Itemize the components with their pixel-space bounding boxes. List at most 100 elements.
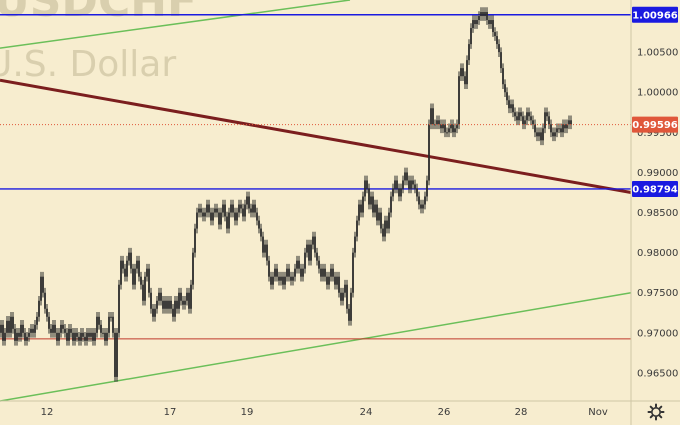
candle-body [178, 292, 180, 309]
candle-body [430, 108, 432, 125]
candle-body [70, 328, 72, 333]
candle-body [170, 300, 172, 309]
candle-body [136, 260, 138, 269]
candle-body [518, 112, 520, 121]
candle-body [44, 292, 46, 309]
candle-body [2, 324, 4, 341]
candle-body [500, 52, 502, 69]
candle-body [274, 268, 276, 277]
candle-body [422, 204, 424, 209]
candle-body [68, 328, 70, 341]
candle-body [516, 116, 518, 121]
candle-body [280, 276, 282, 281]
candle-body [158, 292, 160, 301]
candle-body [182, 300, 184, 305]
candle-body [82, 332, 84, 337]
candle-body [138, 260, 140, 277]
candle-body [92, 332, 94, 341]
level-label: 0.98794 [632, 184, 678, 195]
candle-body [148, 268, 150, 293]
candle-body [346, 284, 348, 309]
settings-gear-icon[interactable] [647, 403, 665, 421]
candle-body [126, 260, 128, 277]
candle-body [272, 276, 274, 285]
candle-body [268, 260, 270, 277]
candle-body [364, 180, 366, 197]
candle-body [266, 244, 268, 261]
candle-body [368, 188, 370, 205]
level-label-box [632, 180, 678, 197]
candle-body [22, 324, 24, 333]
candle-body [50, 328, 52, 333]
candle-body [218, 212, 220, 225]
candle-body [544, 112, 546, 129]
candle-body [234, 212, 236, 221]
candle-body [214, 208, 216, 213]
candle-body [190, 284, 192, 309]
candle-body [560, 128, 562, 133]
candle-body [432, 108, 434, 125]
candle-body [464, 76, 466, 85]
candle-body [448, 128, 450, 133]
candle-body [174, 300, 176, 317]
candle-body [568, 120, 570, 125]
candle-body [198, 208, 200, 213]
x-tick-label: 26 [438, 407, 451, 418]
candle-body [566, 124, 568, 129]
candle-body [380, 212, 382, 229]
candle-body [116, 332, 118, 377]
candle-body [164, 300, 166, 309]
candle-body [94, 332, 96, 341]
candle-body [506, 92, 508, 101]
candle-body [130, 252, 132, 269]
candle-body [532, 120, 534, 125]
candle-body [450, 124, 452, 129]
candle-body [112, 316, 114, 333]
candle-body [106, 332, 108, 341]
price-series [0, 7, 572, 382]
candle-body [330, 268, 332, 277]
candle-body [546, 112, 548, 117]
candle-body [326, 276, 328, 285]
candle-body [86, 332, 88, 341]
candle-body [356, 220, 358, 237]
candle-body [322, 268, 324, 277]
candle-body [100, 324, 102, 333]
current-price-label: 0.99596 [632, 120, 678, 131]
candle-body [400, 188, 402, 197]
y-tick-label: 0.98000 [637, 248, 678, 259]
candle-body [476, 20, 478, 25]
candle-body [550, 124, 552, 133]
candle-body [328, 276, 330, 285]
candle-body [438, 120, 440, 125]
candle-body [456, 124, 458, 129]
candle-body [526, 112, 528, 121]
candle-body [144, 276, 146, 301]
candle-body [376, 204, 378, 221]
candle-body [74, 332, 76, 341]
candle-body [254, 204, 256, 213]
candle-body [60, 324, 62, 333]
candle-body [114, 332, 116, 377]
candle-body [496, 36, 498, 45]
y-tick-label: 1.00500 [637, 48, 678, 59]
candle-body [482, 12, 484, 17]
candle-body [296, 260, 298, 269]
candle-body [172, 308, 174, 317]
candle-body [118, 284, 120, 333]
candle-body [386, 220, 388, 229]
trend-line-maroon-resistance [0, 78, 632, 194]
candle-body [26, 336, 28, 341]
candle-body [80, 332, 82, 341]
candle-body [288, 268, 290, 277]
candle-body [156, 300, 158, 309]
level-label-box [632, 6, 678, 23]
candle-body [362, 196, 364, 213]
candle-body [398, 188, 400, 197]
candle-body [494, 32, 496, 37]
candle-body [146, 268, 148, 277]
x-tick-label: 12 [41, 407, 54, 418]
candle-body [302, 268, 304, 277]
candle-body [18, 332, 20, 337]
